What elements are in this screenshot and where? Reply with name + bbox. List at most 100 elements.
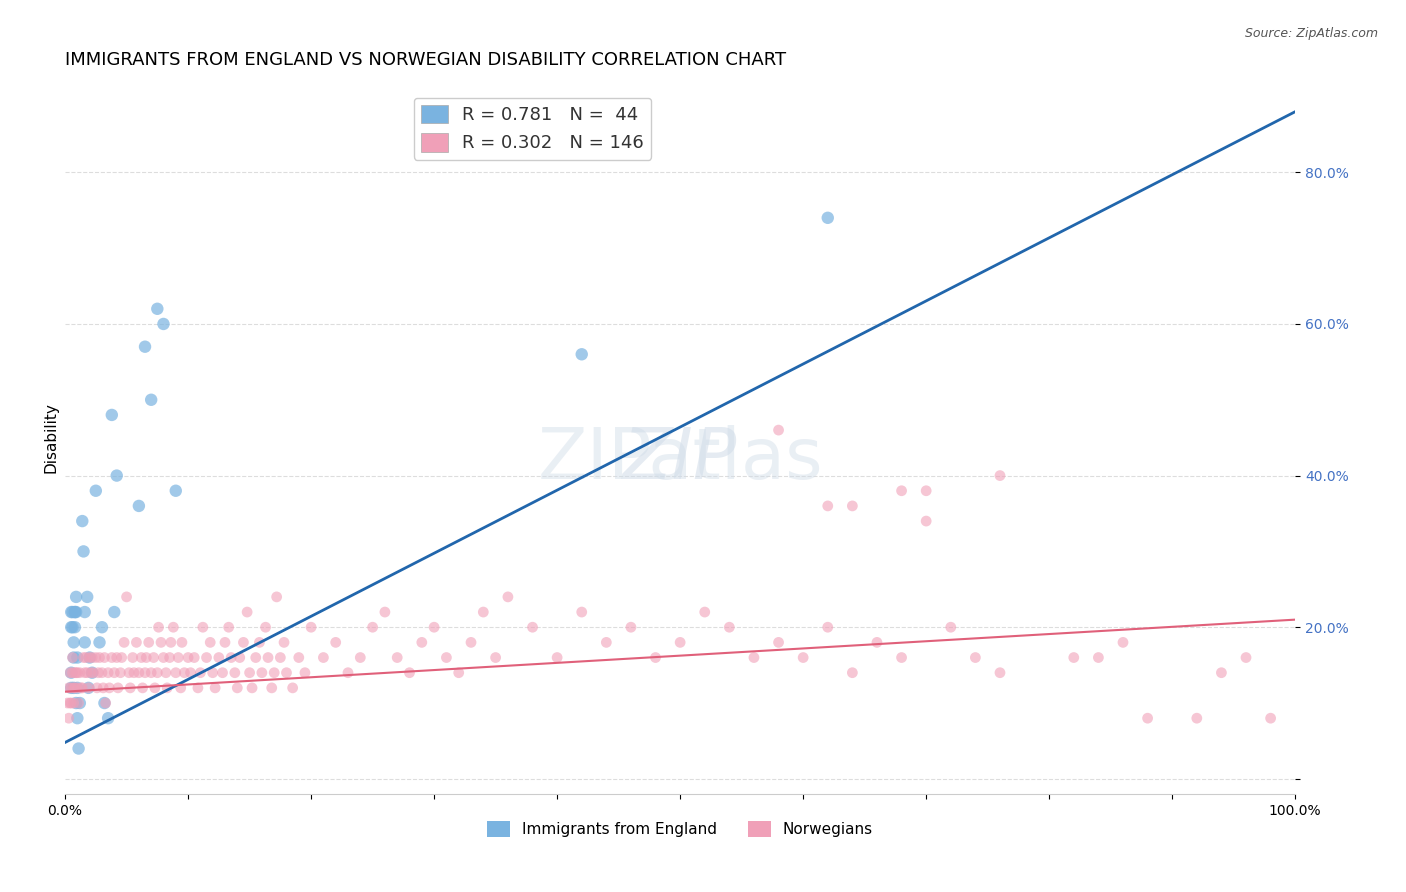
Point (195, 650, 218, 665)
Point (240, 681, 263, 695)
Point (66, 665, 89, 680)
Point (58, 711, 80, 725)
Point (62, 650, 84, 665)
Point (165, 483, 187, 498)
Point (118, 665, 141, 680)
Point (294, 665, 316, 680)
Point (218, 620, 240, 634)
Point (204, 681, 226, 695)
Point (101, 650, 124, 665)
Point (200, 635, 222, 649)
Point (201, 665, 224, 680)
Point (66, 711, 89, 725)
Point (63, 681, 86, 695)
Point (190, 665, 212, 680)
Point (131, 681, 153, 695)
Point (768, 635, 790, 649)
Point (939, 620, 962, 634)
Point (87, 665, 110, 680)
Point (59, 696, 82, 710)
Point (988, 468, 1011, 483)
Point (79, 650, 101, 665)
Point (134, 340, 156, 354)
Point (250, 665, 273, 680)
Point (131, 650, 153, 665)
Point (94, 696, 117, 710)
Point (249, 635, 271, 649)
Point (107, 681, 129, 695)
Point (62, 681, 84, 695)
Point (447, 665, 470, 680)
Point (817, 620, 839, 634)
Point (165, 665, 187, 680)
Point (742, 650, 765, 665)
Point (146, 665, 169, 680)
Point (93, 696, 115, 710)
Point (988, 665, 1011, 680)
Point (915, 483, 938, 498)
Text: IMMIGRANTS FROM ENGLAND VS NORWEGIAN DISABILITY CORRELATION CHART: IMMIGRANTS FROM ENGLAND VS NORWEGIAN DIS… (65, 51, 786, 69)
Point (82, 665, 104, 680)
Point (66, 681, 89, 695)
Point (768, 423, 790, 437)
Point (148, 620, 170, 634)
Point (183, 650, 205, 665)
Point (65, 605, 87, 619)
Point (718, 620, 741, 634)
Point (120, 681, 142, 695)
Point (63, 620, 86, 634)
Point (73, 635, 96, 649)
Point (281, 681, 304, 695)
Point (146, 301, 169, 316)
Point (67, 696, 90, 710)
Point (97, 665, 120, 680)
Point (142, 650, 165, 665)
Point (59, 665, 82, 680)
Point (571, 347, 593, 361)
Point (288, 650, 311, 665)
Point (1260, 711, 1282, 725)
Point (841, 665, 863, 680)
Point (236, 605, 259, 619)
Point (89, 635, 111, 649)
Point (226, 681, 249, 695)
Point (191, 620, 214, 634)
Point (162, 620, 184, 634)
Point (134, 665, 156, 680)
Point (65, 696, 87, 710)
Point (60, 681, 83, 695)
Point (115, 590, 138, 604)
Point (63, 605, 86, 619)
Point (817, 211, 839, 225)
Point (66, 650, 89, 665)
Point (128, 665, 150, 680)
Point (398, 665, 420, 680)
Point (82, 650, 104, 665)
Point (214, 635, 236, 649)
Point (595, 635, 617, 649)
Point (257, 650, 280, 665)
Point (98, 681, 121, 695)
Point (276, 665, 298, 680)
Point (84, 650, 107, 665)
Point (266, 590, 288, 604)
Point (269, 650, 291, 665)
Point (141, 392, 163, 407)
Point (187, 681, 209, 695)
Point (66, 681, 89, 695)
Point (105, 468, 128, 483)
Point (65, 590, 87, 604)
Point (121, 650, 143, 665)
Point (79, 650, 101, 665)
Point (122, 665, 145, 680)
Point (644, 650, 666, 665)
Point (224, 665, 246, 680)
Point (91, 665, 114, 680)
Point (62, 696, 84, 710)
Point (211, 665, 233, 680)
Point (103, 665, 125, 680)
Point (97, 711, 120, 725)
Point (105, 650, 128, 665)
Point (101, 408, 124, 422)
Point (82, 665, 104, 680)
